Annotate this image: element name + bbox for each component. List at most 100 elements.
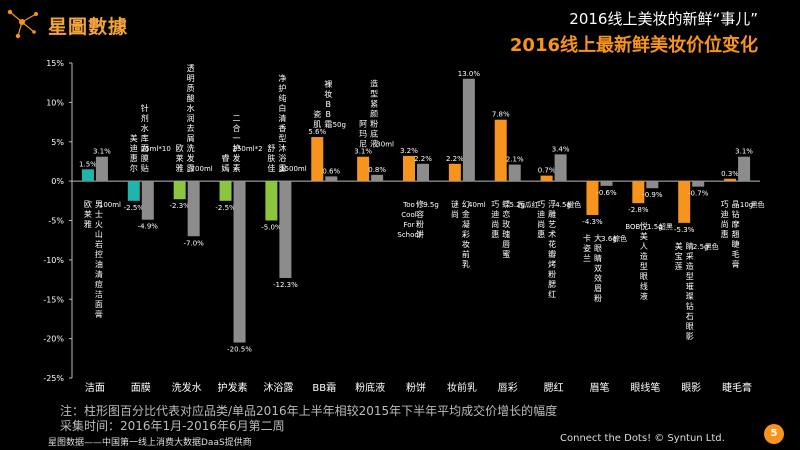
y-tick-label: 0% bbox=[51, 177, 64, 186]
annotation-char: 火 bbox=[95, 220, 103, 229]
data-label: -5.3% bbox=[674, 226, 695, 234]
item-bar bbox=[187, 181, 200, 237]
item-bar bbox=[462, 78, 475, 182]
data-label: -4.9% bbox=[138, 223, 159, 231]
category-bar bbox=[357, 156, 370, 182]
annotation-char: 酸 bbox=[187, 93, 195, 103]
slide-subtitle: 2016线上最新鲜美妆价位变化 bbox=[509, 35, 758, 56]
annotation-text: 100ml bbox=[99, 201, 121, 209]
annotation-char: 姿 bbox=[583, 243, 591, 253]
annotation-char: 花 bbox=[548, 239, 556, 249]
annotation-char: 石 bbox=[686, 312, 694, 321]
annotation-char: 眼 bbox=[594, 244, 602, 253]
annotation-char: 清 bbox=[95, 269, 103, 279]
annotation-char: 玛 bbox=[359, 130, 367, 139]
annotation-char: 美 bbox=[130, 133, 138, 143]
annotation-char: 粉 bbox=[370, 119, 378, 129]
y-tick-label: -10% bbox=[43, 256, 64, 265]
data-label: -2.5% bbox=[124, 204, 145, 212]
annotation-char: 妆 bbox=[462, 239, 470, 249]
annotation-char: 合 bbox=[233, 123, 241, 133]
annotation-char: 莲 bbox=[675, 261, 683, 271]
annotation-char: 膏 bbox=[95, 309, 103, 319]
x-tick-label: 眼线笔 bbox=[630, 381, 660, 394]
annotation-char: 明 bbox=[187, 74, 195, 83]
data-label: 0.6% bbox=[322, 167, 340, 175]
data-label: -0.6% bbox=[596, 189, 617, 197]
y-tick-label: -5% bbox=[48, 217, 64, 226]
price-change-chart: -25%-20%-15%-10%-5%0%5%10%15%洁面1.5%3.1%面… bbox=[43, 59, 764, 394]
annotation-char: 雕 bbox=[548, 209, 556, 219]
annotation-char: 洁 bbox=[95, 289, 103, 299]
data-label: -2.5% bbox=[215, 204, 236, 212]
data-label: 3.1% bbox=[93, 148, 111, 156]
annotation-char: 饼 bbox=[416, 229, 424, 239]
data-label: -2.3% bbox=[170, 202, 191, 210]
annotation-char: 造 bbox=[686, 261, 694, 271]
annotation-char: 膜 bbox=[141, 153, 149, 163]
annotation-char: 莱 bbox=[176, 153, 184, 163]
x-tick-label: BB霜 bbox=[312, 382, 336, 394]
annotation-char: 眼 bbox=[686, 322, 694, 331]
item-bar bbox=[371, 174, 384, 182]
category-bar bbox=[678, 181, 691, 223]
annotation-char: 洗 bbox=[187, 143, 195, 153]
annotation-char: 人 bbox=[640, 242, 648, 251]
annotation-char: 型 bbox=[640, 262, 648, 271]
annotation-char: 烤 bbox=[548, 259, 556, 269]
annotation-char: 艺 bbox=[548, 220, 556, 229]
annotation-char: 璀 bbox=[686, 281, 694, 291]
annotation-text: 10g bbox=[740, 201, 753, 209]
annotation-char: 发 bbox=[187, 153, 195, 163]
annotation-char: 彩 bbox=[462, 229, 470, 239]
annotation-char: 欧 bbox=[84, 199, 92, 209]
annotation-char: 颜 bbox=[370, 109, 378, 119]
annotation-text: 250ml*2 bbox=[232, 145, 262, 153]
footer-company: 星图数据——中国第一线上消费大数据DaaS提供商 bbox=[48, 438, 252, 448]
annotation-char: 美 bbox=[640, 231, 648, 241]
annotation-char: 控 bbox=[95, 249, 103, 259]
annotation-char: 水 bbox=[141, 123, 149, 133]
annotation-char: 前 bbox=[462, 249, 470, 259]
annotation-char: 尚 bbox=[721, 219, 729, 229]
annotation-char: 库 bbox=[141, 133, 149, 143]
annotation-char: 纯 bbox=[278, 93, 286, 103]
x-tick-label: 妆前乳 bbox=[447, 381, 477, 394]
data-label: -5.0% bbox=[261, 224, 282, 232]
annotation-char: 舒 bbox=[267, 143, 275, 153]
collection-period: 采集时间：2016年1月-2016年6月第二周 bbox=[60, 419, 285, 433]
data-label: -2.8% bbox=[628, 206, 649, 214]
annotation-char: 沐 bbox=[278, 143, 286, 153]
annotation-char: 迪 bbox=[721, 209, 729, 219]
annotation-char: 润 bbox=[187, 113, 195, 123]
annotation-text: 超黑 bbox=[659, 222, 673, 231]
y-tick-label: 5% bbox=[51, 138, 64, 147]
annotation-char: 莱 bbox=[84, 209, 92, 219]
annotation-char: 裸 bbox=[324, 79, 332, 89]
data-label: 0.3% bbox=[721, 170, 739, 178]
data-label: -7.0% bbox=[184, 239, 205, 247]
annotation-char: 士 bbox=[95, 209, 103, 219]
annotation-text: 西瓜红 bbox=[518, 200, 539, 209]
annotation-char: 护 bbox=[278, 83, 286, 93]
annotation-text: 9.5g bbox=[423, 201, 439, 209]
item-bar bbox=[141, 181, 154, 220]
annotation-char: 妆 bbox=[324, 89, 332, 99]
annotation-char: 采 bbox=[686, 251, 694, 261]
annotation-char: 悦 bbox=[640, 221, 648, 231]
annotation-text: 黑色 bbox=[705, 242, 719, 251]
annotation-char: 尚 bbox=[491, 219, 499, 229]
annotation-char: 幻 bbox=[462, 199, 470, 209]
data-label: -20.5% bbox=[227, 346, 252, 354]
annotation-char: 巧 bbox=[491, 200, 499, 209]
annotation-char: 尚 bbox=[451, 209, 459, 219]
annotation-char: 眉 bbox=[594, 284, 602, 293]
annotation-text: Too bbox=[402, 201, 415, 209]
annotation-char: 宝 bbox=[675, 251, 683, 261]
annotation-text: 5.2g bbox=[509, 201, 525, 209]
annotation-char: 惠 bbox=[491, 229, 499, 239]
item-bar bbox=[279, 181, 292, 278]
annotation-char: 钻 bbox=[686, 301, 694, 311]
x-tick-label: 腮红 bbox=[544, 381, 564, 394]
annotation-char: B bbox=[326, 100, 332, 109]
